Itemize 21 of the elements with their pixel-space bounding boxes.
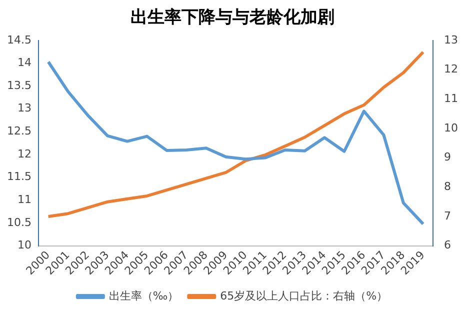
y-tick-label: 12 — [17, 147, 32, 160]
y2-tick-label: 9 — [444, 150, 452, 164]
y-tick-label: 14.5 — [6, 33, 32, 46]
chart-title: 出生率下降与与老龄化加剧 — [130, 8, 334, 28]
y-tick-label: 13.5 — [6, 78, 32, 92]
y2-tick-label: 10 — [444, 121, 458, 134]
y2-tick-label: 12 — [444, 62, 458, 76]
y-tick-label: 12.5 — [6, 124, 32, 138]
y-tick-label: 10 — [17, 238, 32, 252]
y-tick-label: 14 — [17, 56, 32, 70]
y2-tick-label: 7 — [444, 209, 452, 222]
y2-tick-label: 11 — [444, 92, 458, 105]
legend-label: 出生率（‰） — [108, 289, 179, 302]
legend-label: 65岁及以上人口占比：右轴（%） — [220, 289, 388, 302]
y-tick-label: 10.5 — [6, 216, 32, 229]
y2-tick-label: 6 — [444, 238, 452, 252]
y-tick-label: 13 — [17, 102, 32, 115]
y2-tick-label: 8 — [444, 180, 452, 194]
y-tick-label: 11 — [17, 193, 32, 206]
y-tick-label: 11.5 — [6, 170, 32, 184]
y2-tick-label: 13 — [444, 33, 458, 46]
